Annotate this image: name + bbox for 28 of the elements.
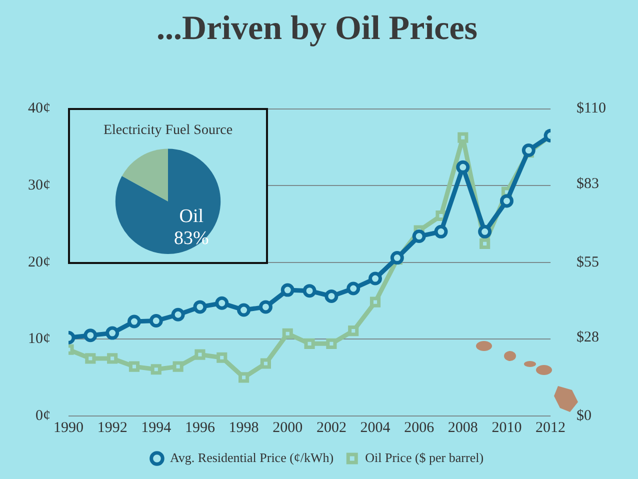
x-tick-label: 2002 bbox=[316, 420, 346, 436]
x-tick-label: 1990 bbox=[54, 420, 84, 436]
x-tick-label: 1998 bbox=[228, 420, 259, 436]
y2-tick-label: $83 bbox=[576, 176, 600, 192]
x-tick-label: 2010 bbox=[492, 420, 522, 436]
x-tick-label: 1996 bbox=[184, 420, 216, 436]
x-tick-label: 2012 bbox=[536, 420, 566, 436]
data-label: 83% bbox=[174, 228, 209, 250]
x-tick-label: 1994 bbox=[141, 420, 172, 436]
x-tick-label: 2006 bbox=[404, 420, 435, 436]
x-tick-label: 2000 bbox=[272, 420, 303, 436]
y-tick-label: 0¢ bbox=[36, 408, 50, 424]
chart-title: ...Driven by Oil Prices bbox=[156, 10, 478, 48]
x-tick-label: 2004 bbox=[360, 420, 391, 436]
legend-label: Oil Price ($ per barrel) bbox=[365, 450, 484, 465]
y-tick-label: 40¢ bbox=[28, 100, 50, 117]
legend-label: Avg. Residential Price (¢/kWh) bbox=[170, 450, 334, 465]
x-tick-label: 1992 bbox=[97, 420, 128, 436]
y-tick-label: 30¢ bbox=[28, 178, 50, 194]
y2-tick-label: $55 bbox=[576, 254, 600, 270]
y2-tick-label: $110 bbox=[576, 100, 606, 117]
x-tick-label: 2008 bbox=[448, 420, 478, 436]
y-tick-label: 20¢ bbox=[28, 254, 50, 270]
chart-title: Electricity Fuel Source bbox=[103, 123, 233, 138]
slice-label: Oil bbox=[179, 206, 204, 228]
y2-tick-label: $0 bbox=[576, 408, 592, 424]
y-tick-label: 10¢ bbox=[28, 331, 50, 348]
y2-tick-label: $28 bbox=[576, 330, 600, 346]
